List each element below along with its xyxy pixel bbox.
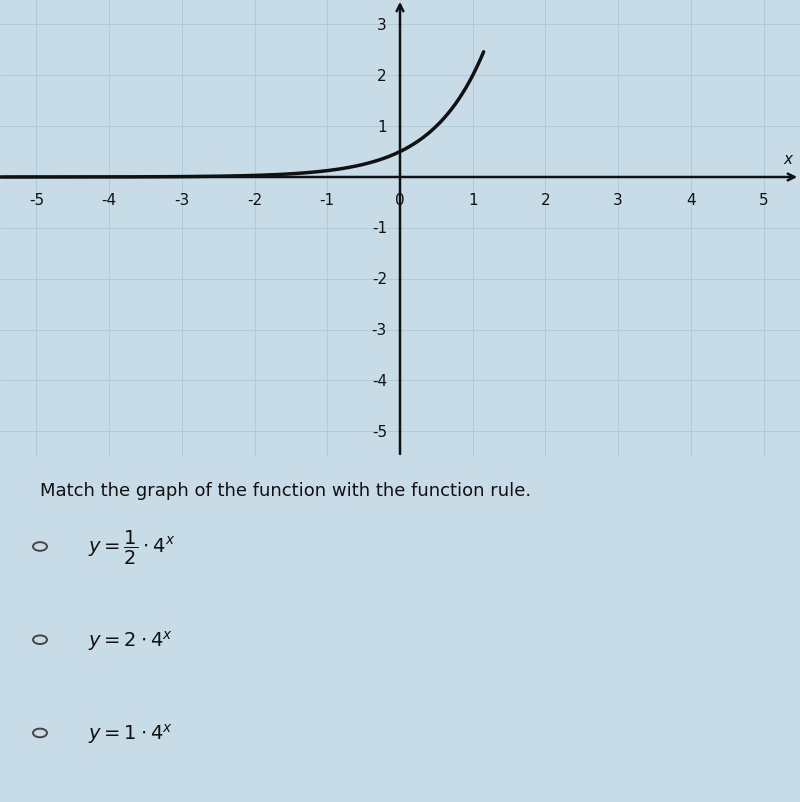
Text: 1: 1	[468, 193, 478, 208]
Text: -4: -4	[102, 193, 117, 208]
Text: 5: 5	[759, 193, 769, 208]
Text: -4: -4	[372, 374, 387, 388]
Text: $y = 1 \cdot 4^x$: $y = 1 \cdot 4^x$	[88, 721, 173, 745]
Text: 2: 2	[378, 69, 387, 83]
Text: $y = \dfrac{1}{2} \cdot 4^x$: $y = \dfrac{1}{2} \cdot 4^x$	[88, 528, 175, 566]
Text: 1: 1	[378, 119, 387, 135]
Text: -2: -2	[372, 272, 387, 287]
Text: 3: 3	[614, 193, 623, 208]
Text: 0: 0	[395, 193, 405, 208]
Text: 2: 2	[541, 193, 550, 208]
Text: -5: -5	[29, 193, 44, 208]
Text: -3: -3	[372, 322, 387, 338]
Text: -1: -1	[372, 221, 387, 236]
Text: 3: 3	[377, 18, 387, 33]
Text: Match the graph of the function with the function rule.: Match the graph of the function with the…	[40, 481, 531, 500]
Text: -5: -5	[372, 424, 387, 439]
Text: -1: -1	[320, 193, 335, 208]
Text: -3: -3	[174, 193, 190, 208]
Text: x: x	[784, 152, 793, 167]
Text: $y = 2 \cdot 4^x$: $y = 2 \cdot 4^x$	[88, 628, 173, 652]
Text: -2: -2	[247, 193, 262, 208]
Text: 4: 4	[686, 193, 696, 208]
